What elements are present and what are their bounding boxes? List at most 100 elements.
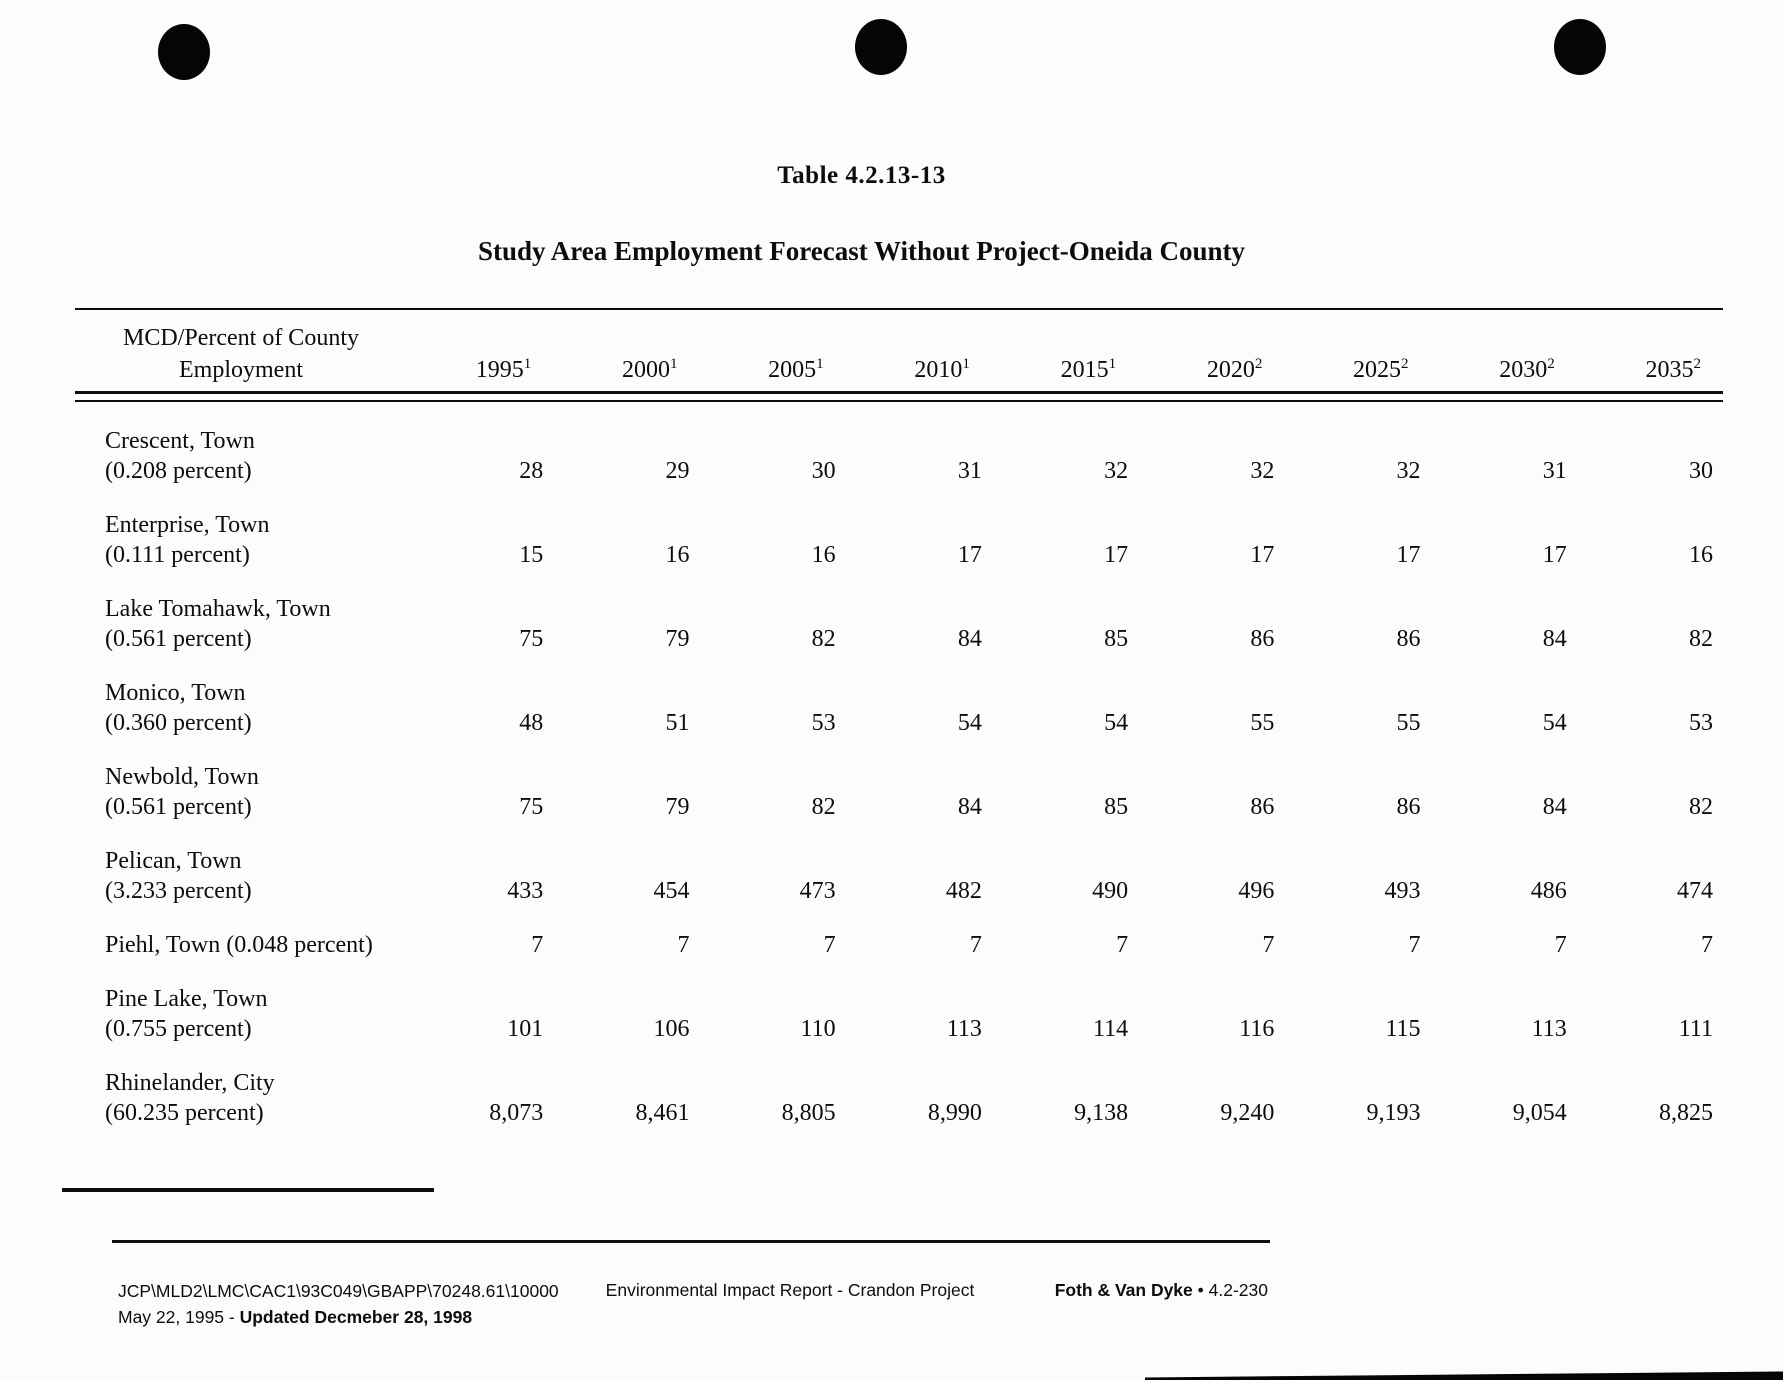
mcd-label-cell: Crescent, Town (0.208 percent)	[75, 426, 407, 486]
value-cell: 54	[957, 710, 982, 736]
mcd-label-cell: Pelican, Town (3.233 percent)	[75, 846, 407, 906]
value-cell: 7	[1408, 932, 1421, 958]
mcd-percent: (0.360 percent)	[105, 710, 252, 736]
footnote-separator-line	[62, 1188, 434, 1192]
value-cell: 82	[811, 626, 836, 652]
footer-separator-line	[112, 1240, 1270, 1243]
value-cell: 17	[1542, 542, 1567, 568]
value-cell: 113	[946, 1016, 982, 1042]
header-year-cell: 20252	[1353, 356, 1409, 384]
value-cell: 32	[1104, 458, 1129, 484]
footer-dates: May 22, 1995 - Updated Decmeber 28, 1998	[118, 1304, 559, 1330]
value-cell: 482	[945, 878, 982, 904]
punch-hole-icon	[158, 24, 210, 80]
value-cell: 7	[531, 932, 544, 958]
value-cell: 7	[1116, 932, 1129, 958]
value-cell: 474	[1677, 878, 1713, 904]
value-cell: 9,138	[1074, 1100, 1129, 1126]
value-cell: 8,805	[781, 1100, 836, 1126]
value-cell: 8,990	[927, 1100, 982, 1126]
mcd-name: Pelican, Town	[105, 848, 242, 874]
mcd-name: Monico, Town	[105, 680, 246, 706]
mcd-name: Crescent, Town	[105, 428, 255, 454]
value-cell: 115	[1385, 1016, 1421, 1042]
mcd-name: Piehl, Town (0.048 percent)	[105, 932, 373, 958]
mcd-percent: (3.233 percent)	[105, 878, 252, 904]
header-year-cell: 19951	[475, 356, 532, 384]
mcd-percent: (0.561 percent)	[105, 794, 252, 820]
value-cell: 114	[1093, 1016, 1129, 1042]
value-cell: 7	[677, 932, 690, 958]
table-header-double-rule	[75, 391, 1723, 402]
value-cell: 32	[1250, 458, 1275, 484]
value-cell: 53	[811, 710, 836, 736]
mcd-name: Newbold, Town	[105, 764, 259, 790]
value-cell: 30	[1689, 458, 1713, 484]
value-cell: 17	[957, 542, 982, 568]
mcd-label-cell: Newbold, Town (0.561 percent)	[75, 762, 407, 822]
value-cell: 17	[1396, 542, 1421, 568]
mcd-label-cell: Lake Tomahawk, Town (0.561 percent)	[75, 594, 407, 654]
value-cell: 16	[811, 542, 836, 568]
value-cell: 82	[1689, 626, 1713, 652]
value-cell: 9,193	[1366, 1100, 1421, 1126]
value-cell: 9,240	[1220, 1100, 1275, 1126]
value-cell: 8,461	[635, 1100, 690, 1126]
value-cell: 110	[800, 1016, 836, 1042]
header-mcd-column: MCD/Percent of County Employment	[75, 322, 407, 387]
value-cell: 7	[1262, 932, 1275, 958]
scan-edge-artifact	[1145, 1371, 1783, 1380]
header-year-cell: 20001	[621, 356, 678, 384]
value-cell: 113	[1531, 1016, 1567, 1042]
value-cell: 32	[1396, 458, 1421, 484]
footer-company: Foth & Van Dyke	[1054, 1280, 1193, 1300]
table-title: Study Area Employment Forecast Without P…	[478, 236, 1245, 266]
table-row-pine-lake-town: Pine Lake, Town (0.755 percent) 101 106 11…	[75, 960, 1723, 1044]
footer-page-number: Foth & Van Dyke • 4.2-230	[1040, 1280, 1268, 1301]
value-cell: 79	[665, 794, 690, 820]
footer-report-title: Environmental Impact Report - Crandon Pr…	[605, 1280, 975, 1300]
value-cell: 493	[1384, 878, 1421, 904]
value-cell: 54	[1542, 710, 1567, 736]
value-cell: 111	[1678, 1016, 1713, 1042]
mcd-percent: (60.235 percent)	[105, 1100, 264, 1126]
value-cell: 82	[811, 794, 836, 820]
value-cell: 433	[507, 878, 544, 904]
mcd-label-cell: Pine Lake, Town (0.755 percent)	[75, 984, 407, 1044]
table-row-newbold-town: Newbold, Town (0.561 percent) 75 79 82 84 85…	[75, 738, 1723, 822]
footer-date-original: May 22, 1995 -	[118, 1307, 240, 1327]
table-row-monico-town: Monico, Town (0.360 percent) 48 51 53 54 54 5…	[75, 654, 1723, 738]
value-cell: 106	[653, 1016, 690, 1042]
mcd-name: Lake Tomahawk, Town	[105, 596, 331, 622]
punch-hole-icon	[1554, 19, 1606, 75]
value-cell: 51	[665, 710, 690, 736]
value-cell: 8,073	[489, 1100, 544, 1126]
value-cell: 53	[1689, 710, 1713, 736]
value-cell: 7	[969, 932, 982, 958]
table-row-lake-tomahawk-town: Lake Tomahawk, Town (0.561 percent) 75 79…	[75, 570, 1723, 654]
value-cell: 496	[1238, 878, 1275, 904]
header-year-cell: 20151	[1060, 356, 1117, 384]
mcd-label-cell: Enterprise, Town (0.111 percent)	[75, 510, 407, 570]
mcd-name: Rhinelander, City	[105, 1070, 275, 1096]
value-cell: 16	[665, 542, 690, 568]
table-top-rule	[75, 308, 1723, 310]
value-cell: 454	[653, 878, 690, 904]
value-cell: 84	[1542, 794, 1567, 820]
value-cell: 85	[1104, 794, 1129, 820]
value-cell: 84	[957, 626, 982, 652]
value-cell: 55	[1396, 710, 1421, 736]
value-cell: 31	[957, 458, 982, 484]
header-year-cell: 20051	[768, 356, 824, 384]
table-row-piehl-town-percent: Piehl, Town (0.048 percent) 7 7 7 7 7 7 7 7 7	[75, 906, 1723, 960]
value-cell: 30	[811, 458, 836, 484]
table-number-title: Table 4.2.13-13	[777, 162, 946, 189]
value-cell: 28	[519, 458, 544, 484]
table-row-enterprise-town: Enterprise, Town (0.111 percent) 15 16 16 1…	[75, 486, 1723, 570]
mcd-label-cell: Piehl, Town (0.048 percent)	[75, 930, 407, 960]
mcd-percent: (0.111 percent)	[105, 542, 250, 568]
mcd-label-cell: Monico, Town (0.360 percent)	[75, 678, 407, 738]
table-row-crescent-town: Crescent, Town (0.208 percent) 28 29 30 31 3…	[75, 402, 1723, 486]
header-mcd-line2: Employment	[179, 357, 303, 383]
